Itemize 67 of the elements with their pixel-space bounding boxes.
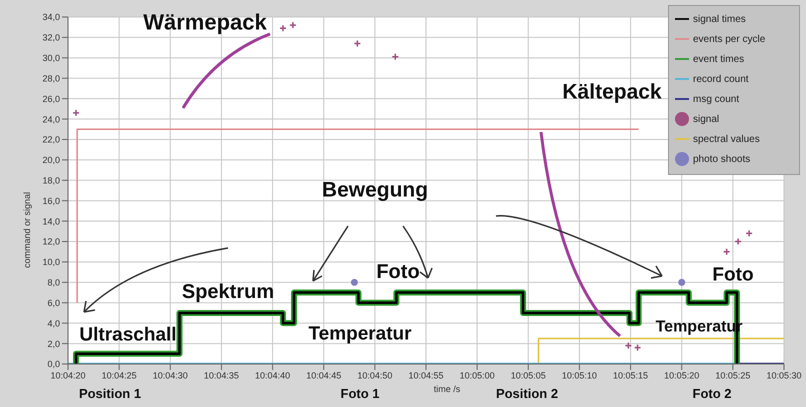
text: Foto 1: [340, 386, 380, 401]
y-tick-label: 16,0: [42, 196, 60, 206]
y-axis-title: command or signal: [22, 192, 32, 268]
annotation: Wärmepack: [143, 10, 268, 34]
y-tick-label: 18,0: [42, 175, 60, 186]
annotation: Bewegung: [322, 178, 428, 202]
annotation: Foto: [376, 261, 420, 283]
annotation: Kältepack: [562, 80, 662, 104]
point: [72, 109, 80, 117]
text: Position 2: [496, 386, 558, 401]
x-tick-label: 10:04:45: [306, 370, 342, 380]
y-tick-label: 12,0: [42, 236, 60, 247]
x-tick-label: 10:05:15: [613, 370, 648, 380]
point: [722, 248, 730, 256]
x-tick-label: 10:05:30: [766, 370, 802, 380]
annotation: Spektrum: [182, 281, 274, 303]
annotation: Temperatur: [308, 324, 412, 344]
y-tick-label: 4,0: [47, 318, 60, 328]
y-tick-label: 6,0: [47, 298, 60, 308]
x-tick-label: 10:04:30: [152, 370, 188, 380]
legend-label: signal: [693, 114, 720, 125]
legend-label: record count: [693, 74, 749, 85]
legend-label: spectral values: [693, 134, 760, 145]
point: [634, 344, 642, 352]
x-tick-label: 10:05:10: [562, 370, 597, 380]
annotation: Ultraschall: [79, 324, 177, 346]
y-tick-label: 0,0: [47, 359, 60, 370]
point: [350, 278, 358, 286]
x-tick-label: 10:04:35: [204, 370, 239, 380]
legend-label: signal times: [693, 14, 746, 25]
y-tick-label: 28,0: [42, 73, 60, 84]
x-tick-label: 10:05:05: [510, 370, 546, 380]
y-tick-label: 32,0: [42, 32, 60, 43]
point: [678, 278, 686, 286]
y-tick-label: 34,0: [42, 12, 60, 22]
x-tick-label: 10:04:55: [408, 370, 444, 380]
y-tick-label: 14,0: [42, 216, 60, 226]
x-tick-label: 10:05:25: [715, 370, 750, 380]
point: [354, 40, 362, 48]
y-tick-label: 10,0: [42, 257, 60, 268]
legend-label: msg count: [693, 94, 740, 105]
x-axis-title: time /s: [434, 384, 461, 394]
x-tick-label: 10:04:20: [50, 370, 86, 380]
x-tick-label: 10:04:25: [102, 370, 137, 380]
y-tick-label: 26,0: [42, 94, 60, 104]
legend-label: photo shoots: [693, 154, 750, 165]
legend-label: events per cycle: [693, 34, 766, 45]
y-tick-label: 30,0: [42, 53, 60, 64]
point: [624, 342, 632, 350]
y-tick-label: 22,0: [42, 134, 60, 145]
point: [289, 21, 297, 29]
point: [392, 53, 400, 61]
legend-label: event times: [693, 54, 744, 65]
annotation: Foto: [712, 264, 754, 286]
y-tick-label: 20,0: [42, 155, 60, 166]
text: Position 1: [78, 386, 142, 401]
y-tick-label: 2,0: [47, 338, 60, 349]
y-tick-label: 8,0: [47, 278, 60, 288]
x-tick-label: 10:05:20: [664, 370, 700, 380]
text: Foto 2: [692, 386, 732, 401]
point: [734, 238, 742, 246]
x-tick-label: 10:04:50: [357, 370, 392, 380]
y-tick-label: 24,0: [42, 114, 60, 124]
x-tick-label: 10:05:00: [460, 370, 495, 380]
x-tick-label: 10:04:40: [255, 370, 290, 380]
point: [279, 24, 287, 32]
point: [745, 230, 753, 238]
